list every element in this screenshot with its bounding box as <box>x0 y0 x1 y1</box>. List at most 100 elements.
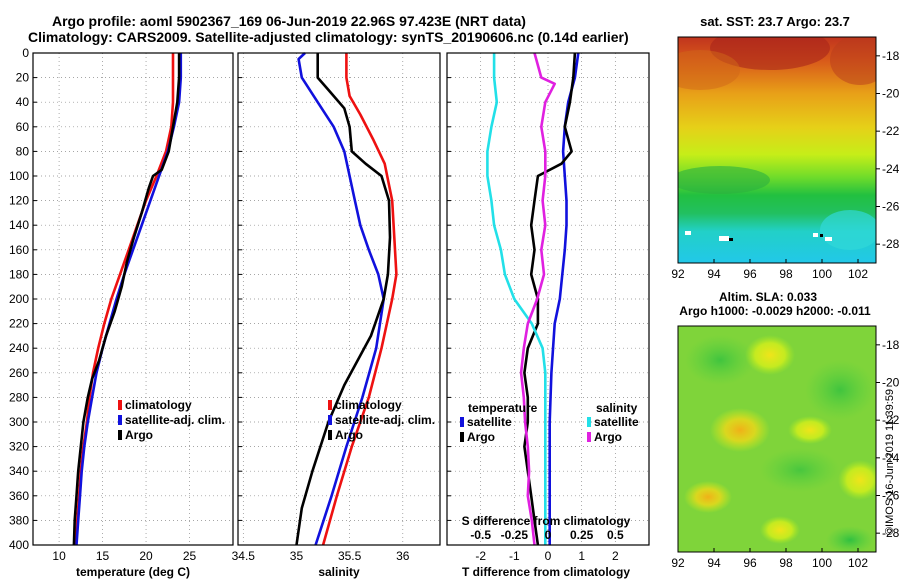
y-tick-label: 60 <box>16 120 30 134</box>
y-tick-label: 180 <box>9 267 29 281</box>
y-tick-label: 240 <box>9 341 29 355</box>
y-tick-label: 340 <box>9 464 29 478</box>
map-x-tick-label: 98 <box>779 267 793 281</box>
x-tick-label: 2 <box>612 549 619 563</box>
y-tick-label: 360 <box>9 489 29 503</box>
map-y-tick-label: -20 <box>882 87 900 101</box>
x2-tick-label: 0.5 <box>607 528 624 542</box>
x-axis-label: temperature (deg C) <box>76 565 190 579</box>
x-tick-label: 1 <box>578 549 585 563</box>
x-tick-label: -2 <box>475 549 486 563</box>
difference-panel: -2 -1 0 1 2 -0.5 -0.25 0 0.25 0.5S difference fro… <box>446 52 650 579</box>
x-tick-label: 25 <box>183 549 197 563</box>
x-tick-label: 34.5 <box>232 549 256 563</box>
series-line-argo <box>295 53 392 546</box>
x2-tick-label: 0 <box>545 528 552 542</box>
legend-label: Argo <box>467 430 495 444</box>
sla-map-title-2: Argo h1000: -0.0029 h2000: -0.011 <box>679 304 871 318</box>
legend-swatch <box>587 417 591 427</box>
map-y-tick-label: -26 <box>882 489 900 503</box>
legend-label: satellite <box>467 415 512 429</box>
y-tick-label: 0 <box>22 46 29 60</box>
x2-tick-label: -0.25 <box>501 528 529 542</box>
y-tick-label: 40 <box>16 95 30 109</box>
y-tick-label: 140 <box>9 218 29 232</box>
sla-map <box>677 325 877 553</box>
y-tick-label: 160 <box>9 243 29 257</box>
y-tick-label: 220 <box>9 317 29 331</box>
y-tick-label: 300 <box>9 415 29 429</box>
legend-swatch <box>328 400 332 410</box>
x-tick-label: 15 <box>96 549 110 563</box>
legend-label: Argo <box>335 428 363 442</box>
map-y-tick-label: -24 <box>882 451 900 465</box>
plot-frame <box>237 52 441 546</box>
x-tick-label: -1 <box>509 549 520 563</box>
credit-text: ©IMOS 16-Jun-2019 11:39:59 <box>884 389 896 535</box>
map-x-tick-label: 102 <box>848 267 868 281</box>
x-tick-label: 35 <box>290 549 304 563</box>
legend-swatch <box>328 430 332 440</box>
legend-swatch <box>587 432 591 442</box>
map-y-tick-label: -18 <box>882 338 900 352</box>
sla-map-title-1: Altim. SLA: 0.033 <box>719 290 817 304</box>
legend-swatch <box>460 417 464 427</box>
x-tick-label: 36 <box>396 549 410 563</box>
y-tick-label: 380 <box>9 513 29 527</box>
x2-axis-label: S difference from climatology <box>462 514 631 528</box>
legend-swatch <box>328 415 332 425</box>
series-line-t-argo <box>523 52 577 546</box>
map-y-tick-label: -22 <box>882 124 900 138</box>
x-tick-label: 0 <box>545 549 552 563</box>
plot-frame <box>446 52 650 546</box>
salinity-panel: 34.5 35 35.5 36 salinity climatologysatellite… <box>232 52 441 579</box>
legend-label: Argo <box>125 428 153 442</box>
y-tick-label: 100 <box>9 169 29 183</box>
series-line-satellite-adj-clim- <box>297 52 386 546</box>
series-line-s-satellite <box>486 53 547 545</box>
legend-label: climatology <box>125 398 192 412</box>
x2-tick-label: -0.5 <box>470 528 491 542</box>
map-x-tick-label: 98 <box>779 556 793 570</box>
map-y-tick-label: -26 <box>882 200 900 214</box>
legend-label: Argo <box>594 430 622 444</box>
sla-map-axes: 92 94 96 98 100 102 -18 -20 -22 -24 -26 -28 <box>671 338 899 570</box>
map-y-tick-label: -20 <box>882 376 900 390</box>
y-tick-label: 20 <box>16 71 30 85</box>
legend-label: climatology <box>335 398 402 412</box>
series-line-argo <box>72 53 181 546</box>
series-line-climatology <box>321 53 398 546</box>
x-tick-label: 35.5 <box>338 549 362 563</box>
x2-tick-label: 0.25 <box>570 528 594 542</box>
y-tick-label: 400 <box>9 538 29 552</box>
map-x-tick-label: 102 <box>848 556 868 570</box>
x-axis-label: T difference from climatology <box>462 565 630 579</box>
legend-swatch <box>118 415 122 425</box>
map-x-tick-label: 100 <box>812 267 832 281</box>
map-y-tick-label: -22 <box>882 413 900 427</box>
map-x-tick-label: 96 <box>743 556 757 570</box>
temperature-panel: 10 15 20 25 0 20 40 60 80 100 120 140 160 180 200 220 24… <box>9 46 234 579</box>
legend-label: satellite-adj. clim. <box>335 413 435 427</box>
header-line-1: Argo profile: aoml 5902367_169 06-Jun-20… <box>52 13 526 29</box>
x-tick-label: 10 <box>52 549 66 563</box>
map-x-tick-label: 94 <box>707 556 721 570</box>
legend-title: salinity <box>596 401 638 415</box>
map-x-tick-label: 92 <box>671 556 685 570</box>
plot-frame <box>32 52 234 546</box>
legend-label: satellite-adj. clim. <box>125 413 225 427</box>
map-x-tick-label: 96 <box>743 267 757 281</box>
y-tick-label: 260 <box>9 366 29 380</box>
y-tick-label: 320 <box>9 440 29 454</box>
x-axis-label: salinity <box>318 565 360 579</box>
legend-swatch <box>118 400 122 410</box>
legend-label: satellite <box>594 415 639 429</box>
sst-map-axes: 92 94 96 98 100 102 -18 -20 -22 -24 -26 -28 <box>671 49 899 281</box>
y-tick-label: 280 <box>9 390 29 404</box>
x-tick-label: 20 <box>139 549 153 563</box>
map-x-tick-label: 92 <box>671 267 685 281</box>
legend-swatch <box>118 430 122 440</box>
map-y-tick-label: -18 <box>882 49 900 63</box>
y-tick-label: 80 <box>16 144 30 158</box>
